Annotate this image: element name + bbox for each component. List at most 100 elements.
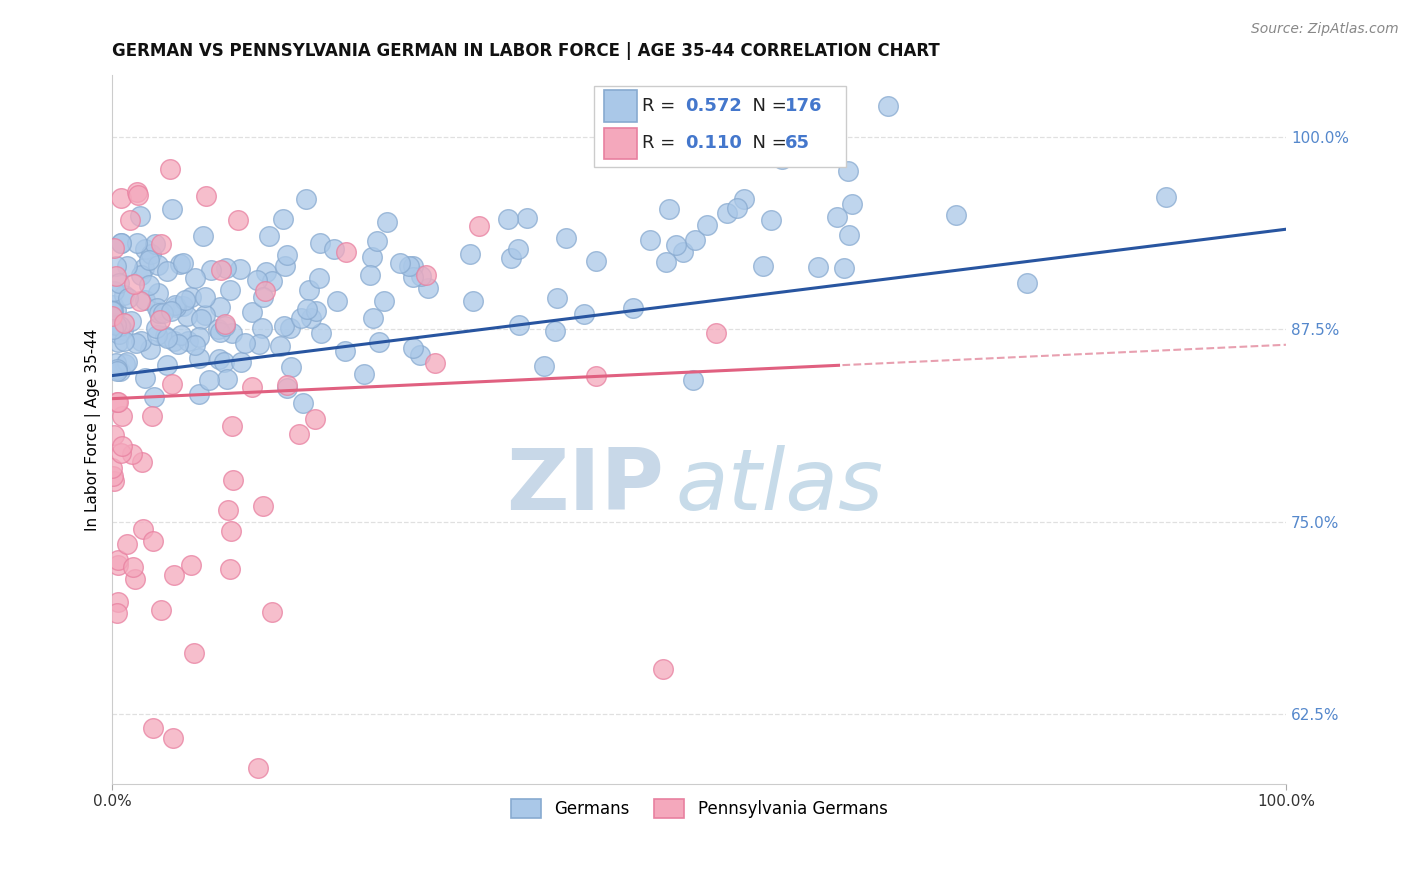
FancyBboxPatch shape	[593, 86, 846, 168]
Point	[752, 259, 775, 273]
Point	[101, 304, 124, 318]
Point	[138, 253, 160, 268]
Text: GERMAN VS PENNSYLVANIA GERMAN IN LABOR FORCE | AGE 35-44 CORRELATION CHART: GERMAN VS PENNSYLVANIA GERMAN IN LABOR F…	[112, 42, 941, 60]
Text: 0.572: 0.572	[685, 97, 742, 115]
Point	[217, 503, 239, 517]
Point	[276, 381, 298, 395]
Point	[287, 426, 309, 441]
Point	[110, 192, 132, 206]
Point	[180, 558, 202, 572]
Point	[215, 372, 238, 386]
Point	[226, 212, 249, 227]
Point	[685, 233, 707, 247]
Point	[103, 310, 125, 325]
Point	[402, 341, 425, 355]
Point	[101, 298, 124, 312]
Point	[229, 261, 252, 276]
Point	[496, 211, 519, 226]
Point	[120, 213, 142, 227]
Point	[291, 395, 314, 409]
Point	[250, 321, 273, 335]
Point	[167, 336, 190, 351]
Point	[132, 260, 155, 275]
Point	[278, 321, 301, 335]
Point	[221, 419, 243, 434]
Point	[198, 373, 221, 387]
Point	[638, 233, 661, 247]
Point	[141, 247, 163, 261]
Point	[416, 280, 439, 294]
Point	[172, 299, 194, 313]
Point	[194, 290, 217, 304]
Point	[110, 235, 132, 250]
Point	[127, 187, 149, 202]
Point	[759, 212, 782, 227]
Point	[246, 273, 269, 287]
Point	[141, 409, 163, 423]
Point	[156, 263, 179, 277]
Point	[125, 235, 148, 250]
Point	[103, 284, 125, 298]
Point	[131, 455, 153, 469]
Text: 65: 65	[785, 134, 810, 153]
Point	[585, 368, 607, 383]
Point	[101, 303, 124, 318]
Point	[252, 290, 274, 304]
Point	[122, 277, 145, 292]
Point	[104, 356, 127, 370]
Point	[146, 285, 169, 300]
Point	[110, 446, 132, 460]
Point	[115, 537, 138, 551]
Point	[142, 534, 165, 549]
Point	[207, 351, 229, 366]
Point	[366, 234, 388, 248]
Point	[129, 294, 152, 309]
Point	[682, 373, 704, 387]
Point	[143, 237, 166, 252]
Point	[184, 271, 207, 285]
Point	[716, 206, 738, 220]
Point	[335, 244, 357, 259]
Point	[423, 356, 446, 370]
Text: R =: R =	[641, 97, 681, 115]
Point	[458, 247, 481, 261]
Point	[361, 311, 384, 326]
Point	[107, 595, 129, 609]
Point	[105, 268, 128, 283]
Point	[145, 321, 167, 335]
Point	[170, 328, 193, 343]
Point	[145, 301, 167, 315]
Point	[105, 364, 128, 378]
Point	[134, 293, 156, 307]
Point	[128, 209, 150, 223]
Point	[415, 268, 437, 283]
Point	[375, 215, 398, 229]
Point	[252, 499, 274, 513]
Point	[149, 313, 172, 327]
Legend: Germans, Pennsylvania Germans: Germans, Pennsylvania Germans	[505, 792, 894, 825]
Point	[825, 210, 848, 224]
Point	[770, 152, 793, 166]
Point	[280, 359, 302, 374]
Point	[112, 316, 135, 330]
Point	[665, 237, 688, 252]
Point	[335, 344, 357, 359]
Point	[359, 268, 381, 282]
Point	[832, 260, 855, 275]
Point	[322, 242, 344, 256]
Point	[546, 291, 568, 305]
Point	[305, 304, 328, 318]
Point	[222, 473, 245, 487]
Text: N =: N =	[741, 134, 793, 153]
Point	[585, 254, 607, 268]
Point	[111, 439, 134, 453]
Point	[257, 228, 280, 243]
Point	[214, 317, 236, 331]
Point	[574, 307, 596, 321]
Point	[402, 259, 425, 273]
Text: R =: R =	[641, 134, 681, 153]
Point	[165, 300, 187, 314]
Point	[276, 248, 298, 262]
Point	[173, 293, 195, 307]
Point	[121, 447, 143, 461]
